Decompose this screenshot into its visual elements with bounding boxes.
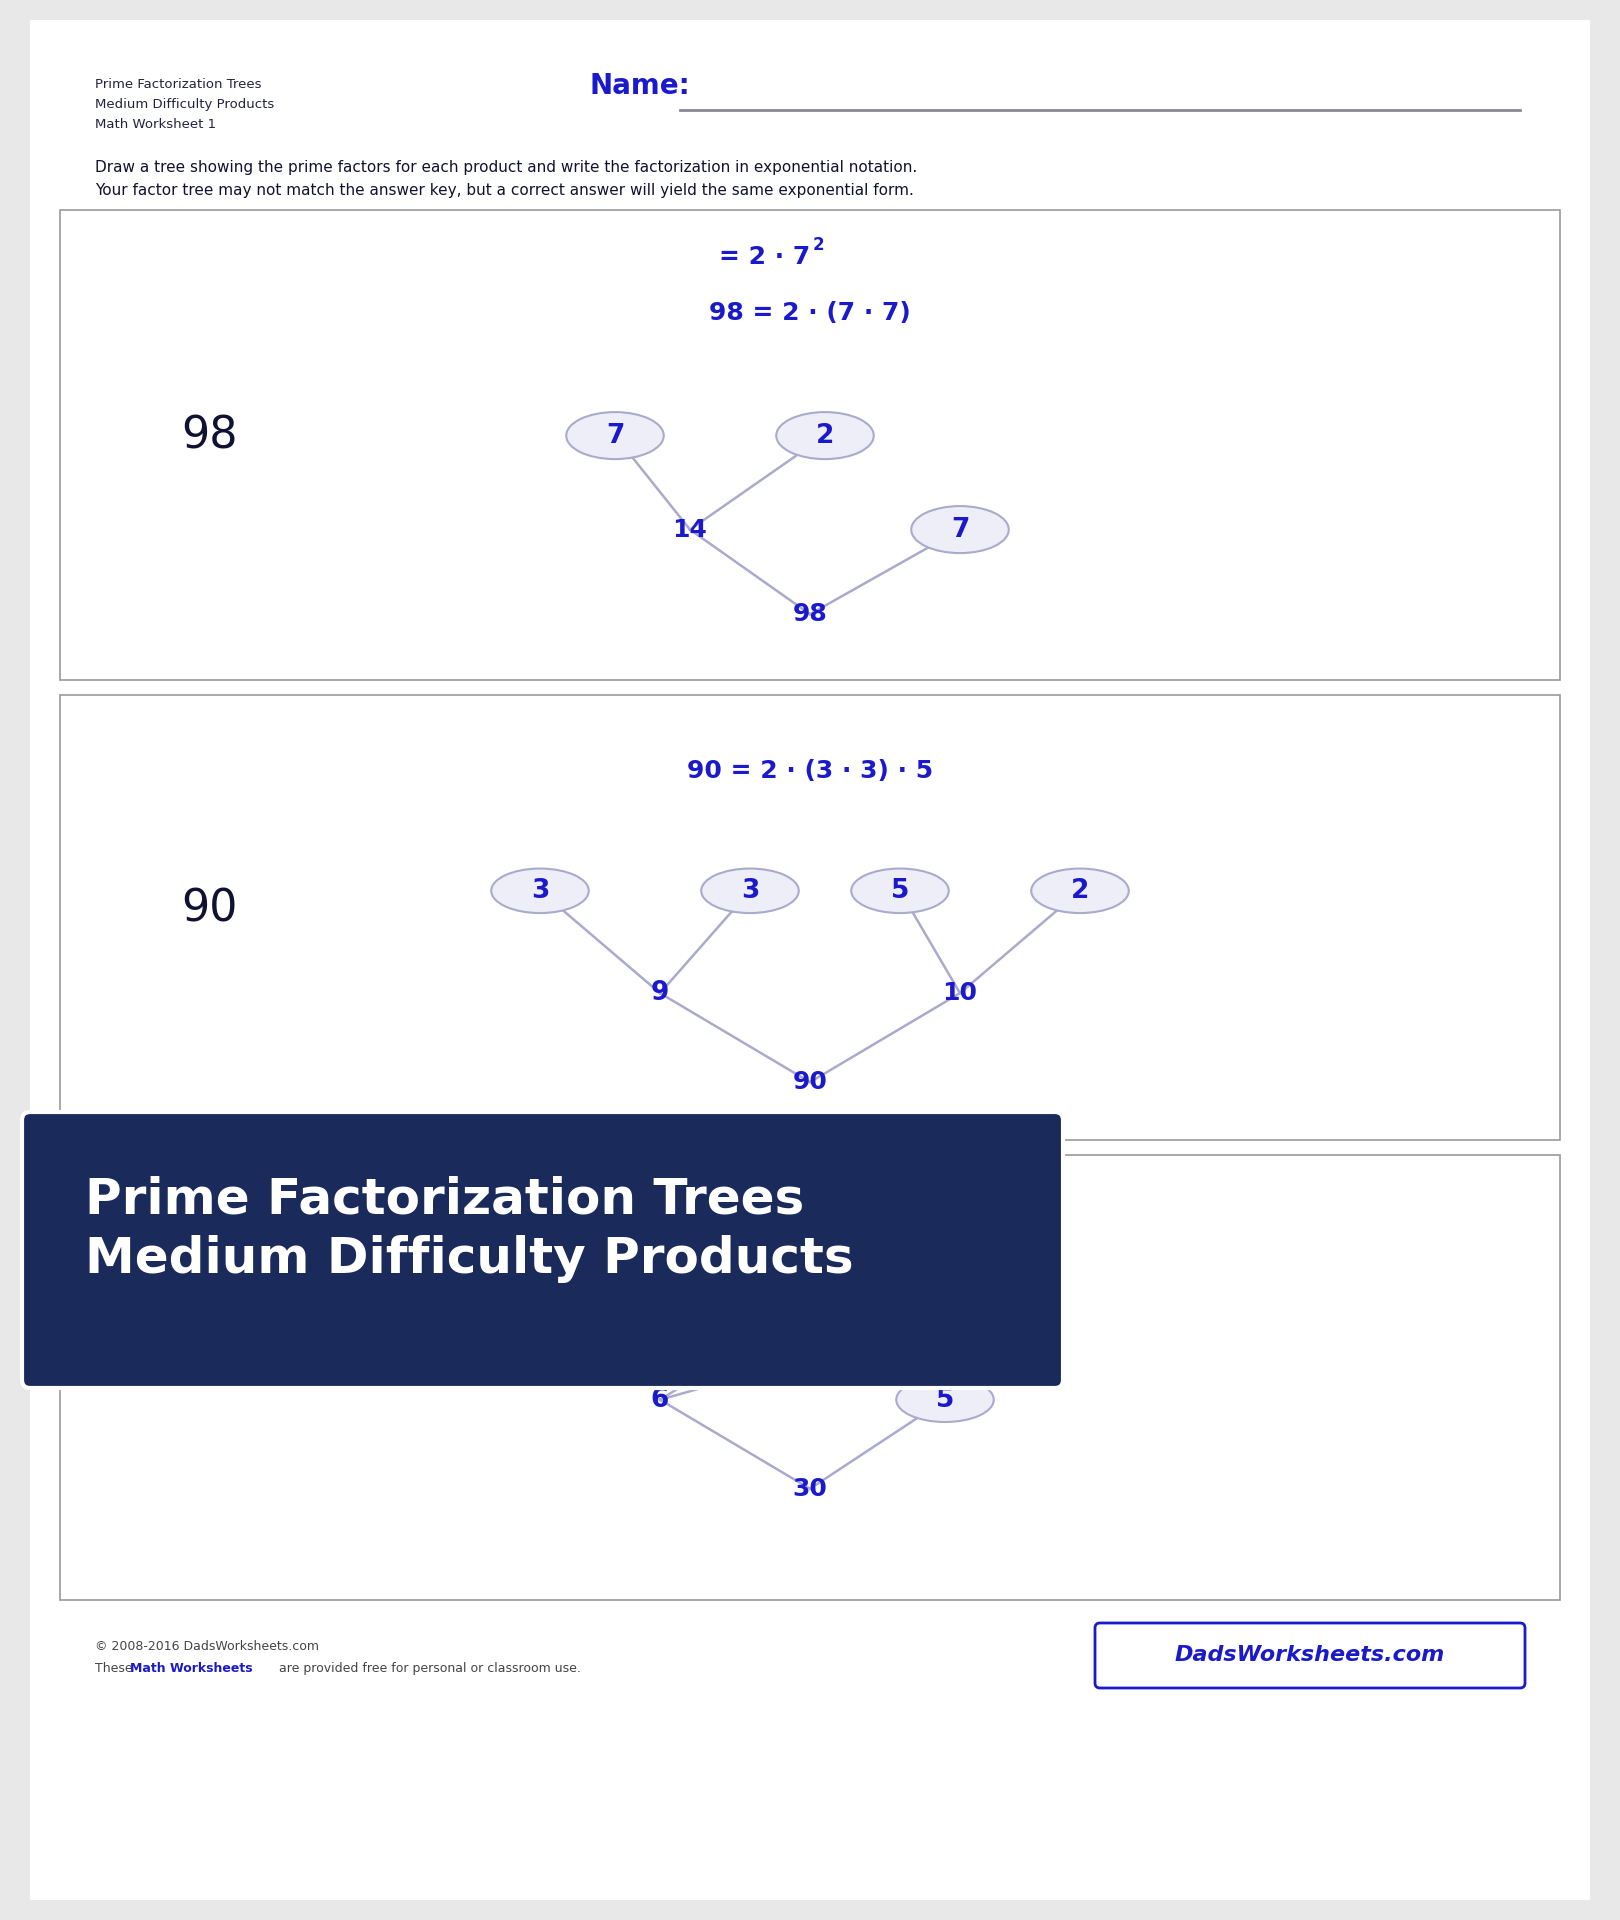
Text: 6: 6 (651, 1386, 669, 1413)
Text: Prime Factorization Trees: Prime Factorization Trees (84, 1175, 804, 1223)
Text: Math Worksheets: Math Worksheets (130, 1663, 253, 1674)
Text: 2: 2 (980, 1294, 1000, 1319)
Text: 14: 14 (672, 518, 708, 541)
Text: © 2008-2016 DadsWorksheets.com: © 2008-2016 DadsWorksheets.com (96, 1640, 319, 1653)
Ellipse shape (567, 413, 664, 459)
Text: 2: 2 (1071, 877, 1089, 904)
FancyBboxPatch shape (60, 1156, 1560, 1599)
Text: Math Worksheet 1: Math Worksheet 1 (96, 117, 215, 131)
Ellipse shape (1032, 868, 1129, 914)
Text: 2: 2 (816, 422, 834, 449)
FancyBboxPatch shape (60, 209, 1560, 680)
FancyBboxPatch shape (23, 1112, 1063, 1388)
Text: 30: 30 (792, 1476, 828, 1501)
Text: 98: 98 (792, 603, 828, 626)
Ellipse shape (491, 868, 588, 914)
Text: Your factor tree may not match the answer key, but a correct answer will yield t: Your factor tree may not match the answe… (96, 182, 914, 198)
Text: 3: 3 (531, 877, 549, 904)
Text: 30 = 2 · 3 · 5: 30 = 2 · 3 · 5 (721, 1227, 899, 1252)
Text: Medium Difficulty Products: Medium Difficulty Products (84, 1235, 854, 1283)
Ellipse shape (941, 1284, 1038, 1329)
Text: These: These (96, 1663, 136, 1674)
Text: 98 = 2 · (7 · 7): 98 = 2 · (7 · 7) (710, 301, 910, 324)
FancyBboxPatch shape (31, 19, 1589, 1901)
Ellipse shape (776, 413, 873, 459)
FancyBboxPatch shape (1095, 1622, 1524, 1688)
Text: 2: 2 (813, 236, 825, 253)
Text: Draw a tree showing the prime factors for each product and write the factorizati: Draw a tree showing the prime factors fo… (96, 159, 917, 175)
Text: 10: 10 (943, 981, 977, 1006)
Ellipse shape (850, 868, 949, 914)
Text: = 2 · 3 · 5: = 2 · 3 · 5 (742, 1179, 878, 1202)
Text: Prime Factorization Trees: Prime Factorization Trees (96, 79, 261, 90)
Text: DadsWorksheets.com: DadsWorksheets.com (1174, 1645, 1445, 1665)
Text: Name:: Name: (590, 71, 690, 100)
Text: 7: 7 (951, 516, 969, 543)
Ellipse shape (896, 1377, 993, 1423)
Text: 7: 7 (606, 422, 624, 449)
FancyBboxPatch shape (60, 695, 1560, 1140)
Text: 5: 5 (936, 1386, 954, 1413)
Ellipse shape (701, 868, 799, 914)
Text: = 2 · 7: = 2 · 7 (719, 246, 810, 269)
Text: Medium Difficulty Products: Medium Difficulty Products (96, 98, 274, 111)
Text: 98: 98 (181, 415, 238, 457)
Text: 5: 5 (891, 877, 909, 904)
Text: are provided free for personal or classroom use.: are provided free for personal or classr… (275, 1663, 582, 1674)
Ellipse shape (910, 507, 1009, 553)
Text: 5: 5 (800, 1294, 820, 1319)
Text: 90: 90 (792, 1069, 828, 1094)
Ellipse shape (761, 1284, 859, 1329)
Text: 90 = 2 · (3 · 3) · 5: 90 = 2 · (3 · 3) · 5 (687, 758, 933, 783)
Text: 9: 9 (651, 979, 669, 1006)
Text: 3: 3 (740, 877, 760, 904)
Text: 90: 90 (181, 887, 238, 929)
Text: 30: 30 (181, 1348, 238, 1390)
